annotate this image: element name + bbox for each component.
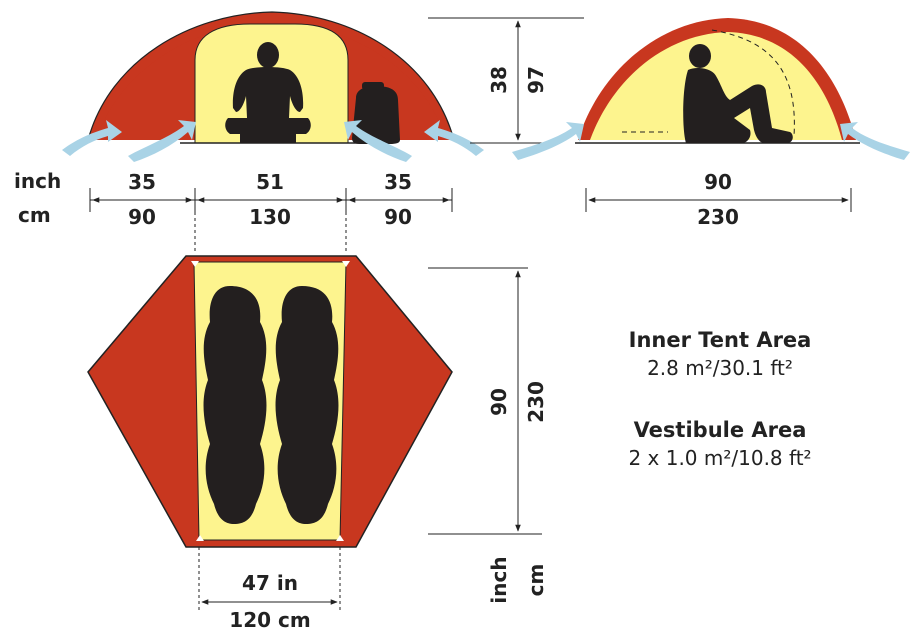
inner-tent-area-value: 2.8 m²/30.1 ft² — [647, 356, 793, 380]
sleeping-bag-icon — [203, 286, 267, 524]
front-right-vestibule-inch: 35 — [384, 170, 412, 194]
inner-tent-area-title: Inner Tent Area — [628, 328, 812, 352]
unit-label-cm: cm — [18, 203, 51, 227]
unit-label-cm-vertical: cm — [524, 564, 548, 597]
floor-width-dimension: 47 in 120 cm — [198, 547, 341, 632]
unit-label-inch: inch — [14, 169, 61, 193]
vestibule-area-block: Vestibule Area 2 x 1.0 m²/10.8 ft² — [560, 418, 880, 470]
sleeping-bag-icon — [275, 286, 339, 524]
front-right-vestibule-cm: 90 — [384, 205, 412, 229]
person-sitting-icon — [683, 44, 793, 143]
front-inner-cm: 130 — [249, 205, 291, 229]
inner-tent-area-block: Inner Tent Area 2.8 m²/30.1 ft² — [560, 328, 880, 380]
height-inch: 38 — [487, 66, 511, 94]
side-view: 90 230 — [512, 18, 910, 229]
vestibule-area-value: 2 x 1.0 m²/10.8 ft² — [628, 446, 812, 470]
floor-width-inch: 47 in — [242, 571, 298, 595]
floor-length-dimension: 90 230 inch cm — [428, 267, 548, 604]
backpack-icon — [352, 82, 400, 144]
unit-label-inch-vertical: inch — [487, 556, 511, 603]
side-length-cm: 230 — [697, 205, 739, 229]
floor-length-cm: 230 — [524, 381, 548, 423]
height-dimension: 38 97 — [428, 17, 584, 144]
vent-arrow-icon — [62, 120, 484, 162]
vent-arrow-icon — [512, 122, 910, 160]
front-inner-inch: 51 — [256, 170, 284, 194]
floor-width-cm: 120 cm — [229, 608, 310, 632]
person-sitting-icon — [225, 42, 311, 143]
vestibule-area-title: Vestibule Area — [633, 418, 807, 442]
front-view — [62, 11, 484, 162]
front-left-vestibule-cm: 90 — [128, 205, 156, 229]
floor-length-inch: 90 — [487, 388, 511, 416]
front-width-dimensions: inch cm 35 90 51 130 35 90 — [14, 169, 453, 252]
floor-plan — [87, 255, 453, 548]
side-length-inch: 90 — [704, 170, 732, 194]
front-left-vestibule-inch: 35 — [128, 170, 156, 194]
height-cm: 97 — [524, 66, 548, 94]
